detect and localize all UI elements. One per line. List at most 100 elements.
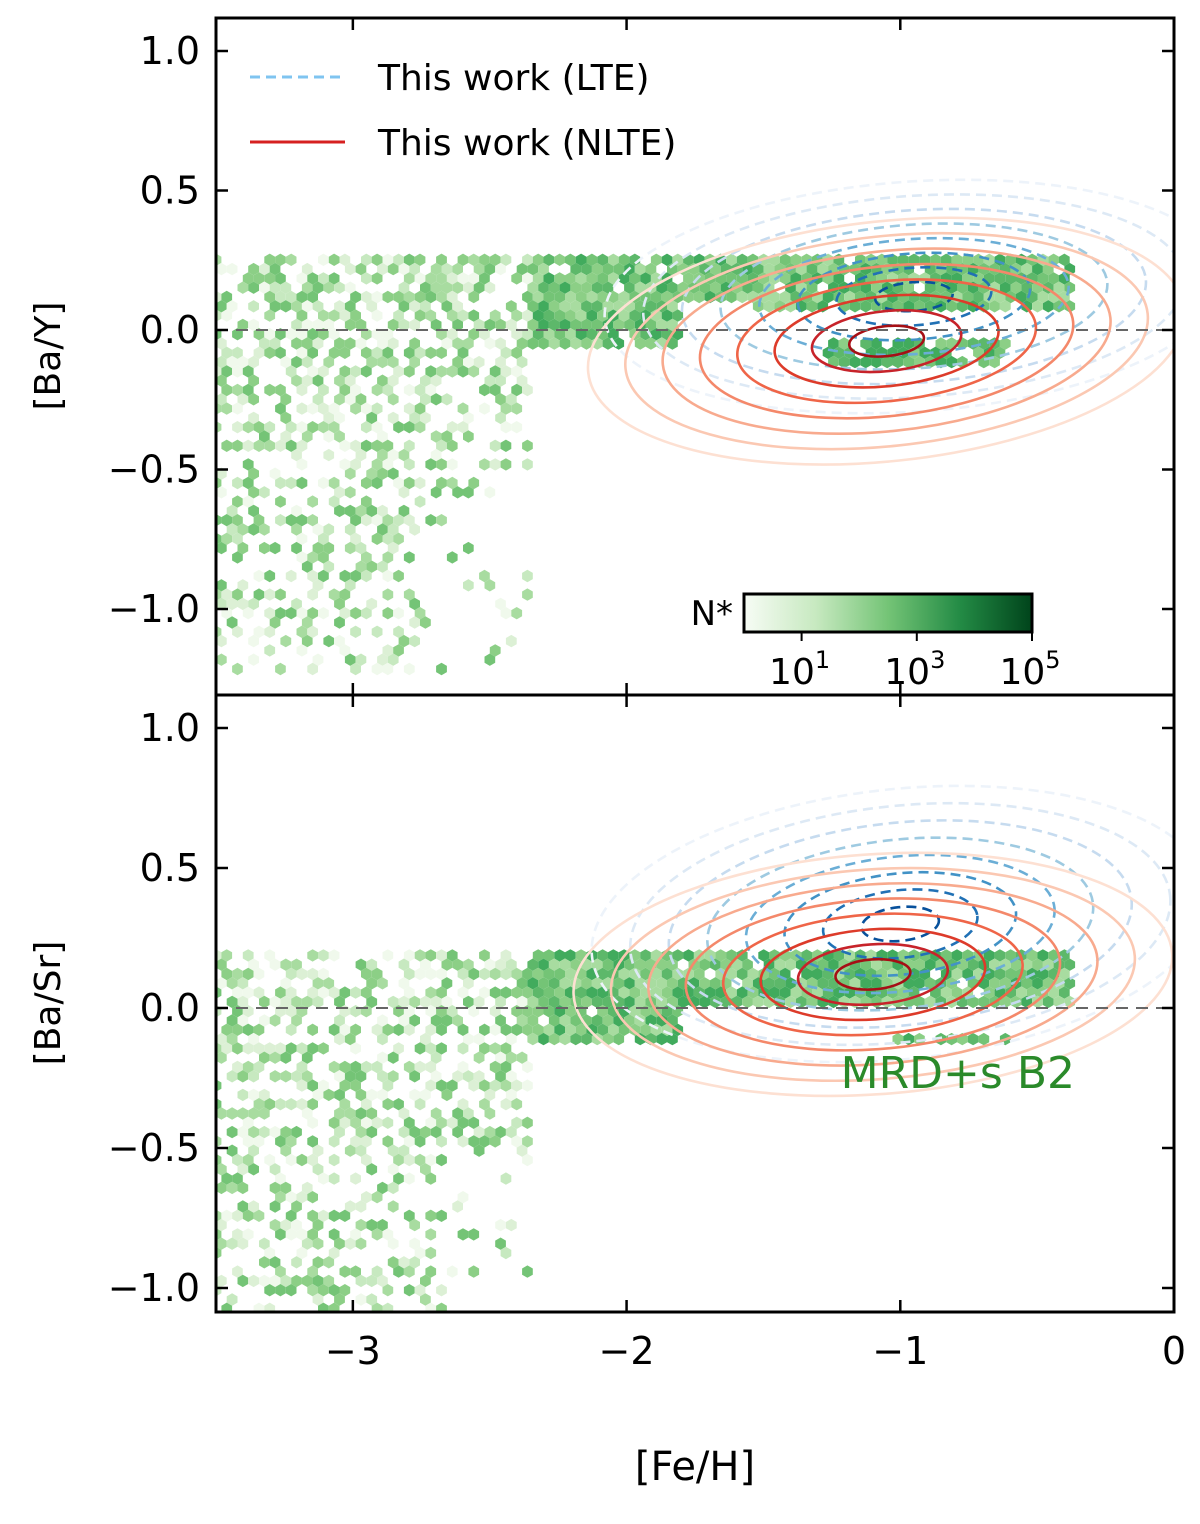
model-label: MRD+s B2 bbox=[841, 1048, 1075, 1099]
hexbin-cell bbox=[618, 309, 630, 322]
hexbin-cell bbox=[318, 532, 329, 545]
hexbin-cell bbox=[237, 1107, 249, 1120]
hexbin-cell bbox=[774, 958, 786, 971]
hexbin-cell bbox=[736, 253, 748, 266]
hexbin-cell bbox=[484, 1107, 496, 1120]
hexbin-cell bbox=[382, 588, 394, 601]
hexbin-cell bbox=[387, 523, 399, 536]
hexbin-cell bbox=[570, 337, 582, 350]
hexbin-cell bbox=[468, 1265, 480, 1278]
hexbin-cell bbox=[457, 1042, 469, 1055]
y-tick-label: 0.5 bbox=[140, 169, 200, 213]
hexbin-cell bbox=[307, 625, 318, 638]
hexbin-cell bbox=[441, 281, 453, 294]
hexbin-cell bbox=[371, 532, 383, 545]
hexbin-cell bbox=[377, 977, 388, 990]
hexbin-cell bbox=[285, 1284, 297, 1297]
hexbin-cell bbox=[414, 949, 426, 962]
hexbin-cell bbox=[409, 411, 420, 425]
hexbin-cell bbox=[387, 995, 399, 1009]
hexbin-cell bbox=[355, 1200, 367, 1213]
hexbin-cell bbox=[436, 1209, 447, 1222]
hexbin-cell bbox=[500, 1172, 512, 1185]
hexbin-cell bbox=[307, 1209, 318, 1222]
hexbin-cell bbox=[608, 1023, 619, 1036]
hexbin-cell bbox=[414, 1098, 426, 1111]
hexbin-cell bbox=[479, 949, 490, 962]
hexbin-cell bbox=[500, 439, 512, 452]
hexbin-cell bbox=[667, 337, 678, 350]
hexbin-cell bbox=[403, 986, 415, 999]
hexbin-cell bbox=[650, 967, 662, 981]
hexbin-cell bbox=[425, 1079, 437, 1092]
hexbin-cell bbox=[296, 1191, 308, 1204]
hexbin-cell bbox=[1042, 995, 1054, 1009]
hexbin-cell bbox=[463, 977, 474, 990]
hexbin-cell bbox=[414, 290, 426, 304]
hexbin-cell bbox=[307, 1284, 318, 1297]
hexbin-cell bbox=[951, 253, 963, 266]
hexbin-cell bbox=[516, 977, 528, 990]
hexbin-cell bbox=[489, 458, 501, 471]
hexbin-cell bbox=[500, 1023, 512, 1036]
hexbin-cell bbox=[371, 458, 383, 471]
hexbin-cell bbox=[452, 300, 463, 313]
hexbin-cell bbox=[387, 1237, 399, 1250]
hexbin-cell bbox=[591, 262, 603, 276]
hexbin-cell bbox=[259, 1107, 270, 1120]
hexbin-cell bbox=[667, 958, 678, 971]
hexbin-cell bbox=[371, 309, 383, 322]
hexbin-cell bbox=[371, 514, 383, 527]
hexbin-cell bbox=[248, 1200, 259, 1213]
hexbin-cell bbox=[699, 958, 710, 971]
hexbin-cell bbox=[726, 290, 737, 304]
hexbin-cell bbox=[436, 346, 447, 359]
lte-contour-level bbox=[590, 784, 1174, 1064]
hexbin-cell bbox=[301, 616, 313, 629]
hexbin-cell bbox=[801, 949, 812, 962]
hexbin-cell bbox=[350, 1060, 361, 1074]
hexbin-cell bbox=[468, 1228, 480, 1241]
hexbin-cell bbox=[307, 1228, 318, 1241]
hexbin-cell bbox=[999, 300, 1011, 313]
hexbin-cell bbox=[355, 1088, 367, 1102]
hexbin-cell bbox=[489, 309, 501, 322]
hexbin-cell bbox=[484, 653, 496, 666]
hexbin-cell bbox=[495, 1014, 506, 1027]
hexbin-cell bbox=[361, 476, 372, 490]
hexbin-cell bbox=[242, 495, 254, 508]
x-tick-label: 0 bbox=[1162, 1329, 1186, 1373]
hexbin-cell bbox=[409, 1256, 420, 1269]
hexbin-cell bbox=[318, 421, 329, 434]
hexbin-cell bbox=[436, 514, 447, 527]
hexbin-cell bbox=[463, 281, 474, 294]
hexbin-cell bbox=[414, 272, 426, 285]
hexbin-cell bbox=[586, 986, 598, 999]
hexbin-cell bbox=[403, 588, 415, 601]
hexbin-cell bbox=[511, 402, 523, 415]
hexbin-cell bbox=[484, 1125, 496, 1139]
hexbin-cell bbox=[473, 1070, 485, 1083]
hexbin-cell bbox=[457, 1135, 469, 1148]
hexbin-cell bbox=[312, 995, 324, 1009]
hexbin-cell bbox=[516, 1014, 528, 1027]
hexbin-cell bbox=[344, 1200, 356, 1213]
hexbin-cell bbox=[581, 281, 592, 294]
hexbin-cell bbox=[216, 1237, 227, 1250]
hexbin-cell bbox=[403, 967, 415, 981]
hexbin-cell bbox=[393, 644, 404, 657]
hexbin-cell bbox=[355, 541, 367, 555]
hexbin-cell bbox=[291, 355, 302, 369]
hexbin-cell bbox=[779, 986, 791, 999]
hexbin-cell bbox=[581, 318, 592, 332]
hexbin-cell bbox=[656, 318, 667, 332]
hexbin-cell bbox=[259, 337, 270, 350]
hexbin-cell bbox=[387, 262, 399, 276]
hexbin-cell bbox=[285, 1098, 297, 1111]
hexbin-cell bbox=[318, 402, 329, 415]
hexbin-cell bbox=[693, 290, 705, 304]
hexbin-cell bbox=[301, 430, 313, 443]
hexbin-cell bbox=[248, 653, 259, 666]
hexbin-cell bbox=[425, 967, 437, 981]
hexbin-cell bbox=[280, 958, 292, 971]
